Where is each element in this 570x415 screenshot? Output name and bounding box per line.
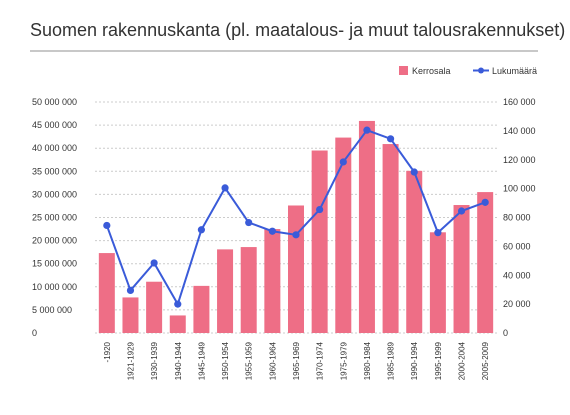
line-point-lukumaara <box>150 259 158 267</box>
x-axis-tick-label: 1960-1964 <box>268 341 277 380</box>
bar-kerrosala <box>288 205 304 333</box>
bar-kerrosala <box>335 137 352 333</box>
line-point-lukumaara <box>126 286 135 295</box>
left-axis-tick-label: 35 000 000 <box>32 166 77 176</box>
left-axis-tick-label: 30 000 000 <box>32 189 77 199</box>
legend-swatch-kerrosala <box>399 66 408 75</box>
bar-kerrosala <box>358 120 375 333</box>
left-axis-tick-label: 40 000 000 <box>32 143 77 153</box>
right-axis-tick-label: 120 000 <box>503 155 536 165</box>
line-point-lukumaara <box>363 126 371 134</box>
bar-kerrosala <box>240 247 257 333</box>
chart-title: Suomen rakennuskanta (pl. maatalous- ja … <box>30 20 566 40</box>
bar-kerrosala <box>264 229 281 333</box>
right-axis-tick-label: 0 <box>503 328 508 338</box>
legend-label-kerrosala: Kerrosala <box>412 66 451 76</box>
x-axis-tick-label: 2005-2009 <box>481 341 490 380</box>
bar-kerrosala <box>98 253 115 333</box>
x-axis-tick-label: 1970-1974 <box>316 341 325 380</box>
x-axis-tick-label: 2000-2004 <box>458 341 467 380</box>
line-point-lukumaara <box>457 207 466 215</box>
left-axis-tick-label: 20 000 000 <box>32 236 77 246</box>
left-axis-tick-label: 15 000 000 <box>32 259 77 269</box>
x-axis-tick-label: 1930-1939 <box>150 341 159 380</box>
left-axis-tick-label: 25 000 000 <box>32 213 77 223</box>
right-axis-tick-label: 80 000 <box>503 213 531 223</box>
bar-kerrosala <box>477 192 494 333</box>
left-axis-tick-label: 0 <box>32 328 37 338</box>
x-axis-tick-label: 1940-1944 <box>174 341 183 380</box>
x-axis-tick-label: 1980-1984 <box>363 341 372 380</box>
bar-kerrosala <box>193 285 210 333</box>
left-axis-tick-label: 10 000 000 <box>32 282 77 292</box>
right-axis-tick-label: 60 000 <box>503 241 531 251</box>
line-point-lukumaara <box>410 168 418 176</box>
right-axis-tick-label: 100 000 <box>503 184 536 194</box>
x-axis-tick-label: -1920 <box>103 341 112 362</box>
x-axis-tick-label: 1985-1989 <box>387 341 396 380</box>
line-point-lukumaara <box>245 218 253 227</box>
x-axis-tick-label: 1921-1929 <box>126 341 135 380</box>
bar-kerrosala <box>382 144 399 333</box>
line-point-lukumaara <box>316 205 324 214</box>
right-axis-tick-label: 20 000 <box>503 299 531 309</box>
line-point-lukumaara <box>221 184 229 192</box>
line-point-lukumaara <box>434 229 442 237</box>
right-axis-tick-label: 40 000 <box>503 270 531 280</box>
line-point-lukumaara <box>339 158 347 166</box>
bar-kerrosala <box>429 232 446 333</box>
right-axis-tick-label: 140 000 <box>503 126 536 136</box>
right-axis-tick-label: 160 000 <box>503 97 536 107</box>
line-point-lukumaara <box>481 198 489 206</box>
x-axis-tick-label: 1995-1999 <box>434 341 443 380</box>
legend-marker-lukumaara <box>478 67 484 74</box>
line-point-lukumaara <box>103 221 111 230</box>
bar-kerrosala <box>169 315 186 333</box>
title-divider <box>30 50 538 52</box>
left-axis-tick-label: 50 000 000 <box>32 97 77 107</box>
left-axis-tick-label: 5 000 000 <box>32 305 72 315</box>
legend-label-lukumaara: Lukumäärä <box>492 66 537 76</box>
x-axis-tick-label: 1990-1994 <box>410 341 419 380</box>
line-point-lukumaara <box>386 135 395 143</box>
x-axis-tick-label: 1975-1979 <box>339 341 348 380</box>
line-point-lukumaara <box>174 300 182 308</box>
x-axis-tick-label: 1965-1969 <box>292 341 301 380</box>
bar-kerrosala <box>122 297 139 333</box>
x-axis-tick-label: 1955-1959 <box>245 341 254 380</box>
line-point-lukumaara <box>268 227 276 235</box>
bar-kerrosala <box>406 170 423 333</box>
line-point-lukumaara <box>292 231 300 239</box>
x-axis-tick-label: 1945-1949 <box>197 341 206 380</box>
bar-kerrosala <box>217 249 234 333</box>
bar-kerrosala <box>311 150 328 333</box>
x-axis-tick-label: 1950-1954 <box>221 341 230 380</box>
left-axis-tick-label: 45 000 000 <box>32 120 77 130</box>
bar-kerrosala <box>146 281 163 333</box>
bar-kerrosala <box>453 205 470 333</box>
line-point-lukumaara <box>197 226 206 234</box>
